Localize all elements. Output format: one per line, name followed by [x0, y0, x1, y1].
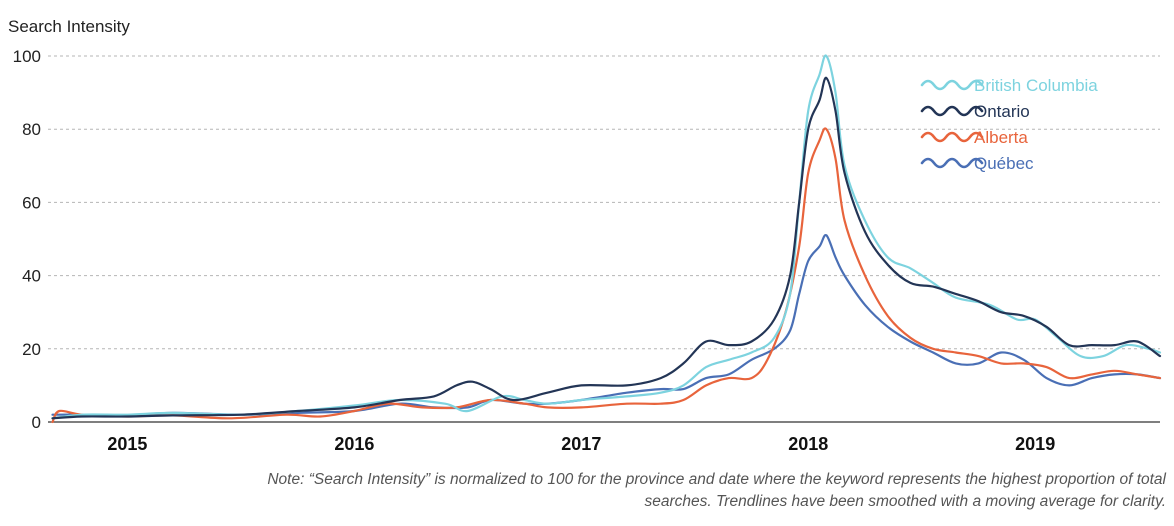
x-axis: 2015 2016 2017 2018 2019 [107, 434, 1055, 454]
legend-swatch [920, 157, 984, 169]
legend-swatch [920, 105, 984, 117]
legend-label: Ontario [974, 102, 1030, 121]
series-line-qu-bec [51, 233, 1162, 417]
legend-swatch [920, 79, 984, 91]
y-axis-label: Search Intensity [8, 17, 130, 36]
legend-item-british-columbia: British Columbia [920, 76, 1098, 95]
legend-label: British Columbia [974, 76, 1098, 95]
legend-label: Québec [974, 154, 1034, 173]
x-tick-label: 2015 [107, 434, 147, 454]
y-tick-label: 20 [22, 340, 41, 359]
y-axis-ticks: 0 20 40 60 80 100 [13, 47, 41, 432]
x-tick-label: 2019 [1015, 434, 1055, 454]
y-tick-label: 0 [32, 413, 41, 432]
chart-note: Note: “Search Intensity” is normalized t… [267, 471, 1166, 510]
legend-item-ontario: Ontario [920, 102, 1030, 121]
series-lines [51, 54, 1162, 424]
legend-item-qu-bec: Québec [920, 154, 1034, 173]
y-tick-label: 80 [22, 120, 41, 139]
y-tick-label: 60 [22, 193, 41, 212]
x-tick-label: 2017 [561, 434, 601, 454]
legend-item-alberta: Alberta [920, 128, 1028, 147]
x-tick-label: 2016 [334, 434, 374, 454]
legend-label: Alberta [974, 128, 1028, 147]
y-tick-label: 100 [13, 47, 41, 66]
x-tick-label: 2018 [788, 434, 828, 454]
y-tick-label: 40 [22, 267, 41, 286]
series-line-alberta [51, 127, 1162, 424]
gridlines [48, 55, 1160, 423]
series-line-ontario [51, 76, 1162, 420]
legend-swatch [920, 131, 984, 143]
legend: British Columbia Ontario Alberta Québec [920, 76, 1098, 173]
